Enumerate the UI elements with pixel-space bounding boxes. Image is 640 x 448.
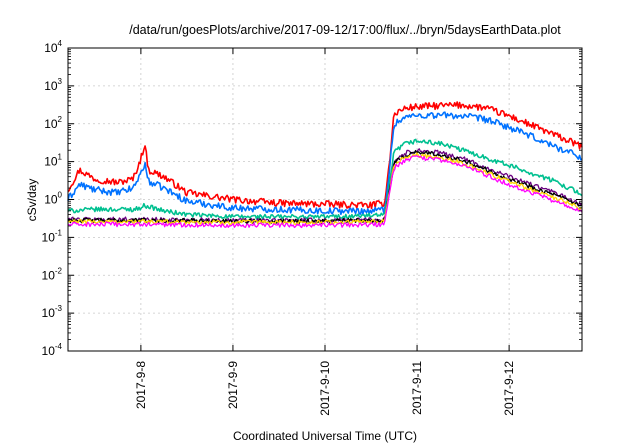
y-tick-base: 10 xyxy=(44,155,58,169)
y-tick-exponent: -1 xyxy=(55,228,63,237)
y-tick-exponent: -3 xyxy=(55,304,63,313)
series-line xyxy=(67,155,583,229)
y-tick-label: 10-1 xyxy=(42,228,63,244)
x-axis-label: Coordinated Universal Time (UTC) xyxy=(233,429,417,443)
y-tick-exponent: 3 xyxy=(58,77,63,86)
y-tick-label: 101 xyxy=(44,153,62,169)
series-line xyxy=(67,148,583,224)
x-tick-label: 2017-9-12 xyxy=(502,361,516,416)
x-tick-label: 2017-9-11 xyxy=(410,361,424,415)
y-tick-label: 10-2 xyxy=(42,266,63,282)
y-tick-label: 103 xyxy=(44,77,62,93)
y-tick-exponent: -4 xyxy=(55,342,63,351)
y-tick-label: 10-3 xyxy=(42,304,63,320)
y-tick-exponent: 2 xyxy=(58,115,63,124)
y-tick-base: 10 xyxy=(42,306,56,320)
series-line xyxy=(67,149,583,224)
y-tick-label: 10-4 xyxy=(42,342,63,358)
x-tick-label: 2017-9-10 xyxy=(318,361,332,416)
y-tick-label: 100 xyxy=(44,191,62,207)
y-axis-label: cSv/day xyxy=(25,179,39,222)
x-tick-label: 2017-9-8 xyxy=(134,361,148,409)
y-tick-base: 10 xyxy=(44,79,58,93)
y-tick-base: 10 xyxy=(42,268,56,282)
grid-layer xyxy=(68,48,582,351)
y-tick-exponent: 1 xyxy=(58,153,63,162)
y-tick-label: 102 xyxy=(44,115,62,131)
y-tick-exponent: 0 xyxy=(58,191,63,200)
y-tick-label: 104 xyxy=(44,39,62,55)
y-tick-exponent: 4 xyxy=(58,39,63,48)
series-layer xyxy=(67,101,583,229)
y-tick-base: 10 xyxy=(44,193,58,207)
y-tick-exponent: -2 xyxy=(55,266,63,275)
y-tick-base: 10 xyxy=(42,344,56,358)
series-line xyxy=(67,152,583,226)
y-tick-base: 10 xyxy=(42,230,56,244)
y-tick-base: 10 xyxy=(44,41,58,55)
series-line xyxy=(67,101,583,210)
x-tick-label: 2017-9-9 xyxy=(226,361,240,409)
chart-title: /data/run/goesPlots/archive/2017-09-12/1… xyxy=(129,23,561,37)
series-line xyxy=(67,111,583,216)
y-axis-label-group: cSv/day xyxy=(25,179,39,222)
y-tick-base: 10 xyxy=(44,117,58,131)
